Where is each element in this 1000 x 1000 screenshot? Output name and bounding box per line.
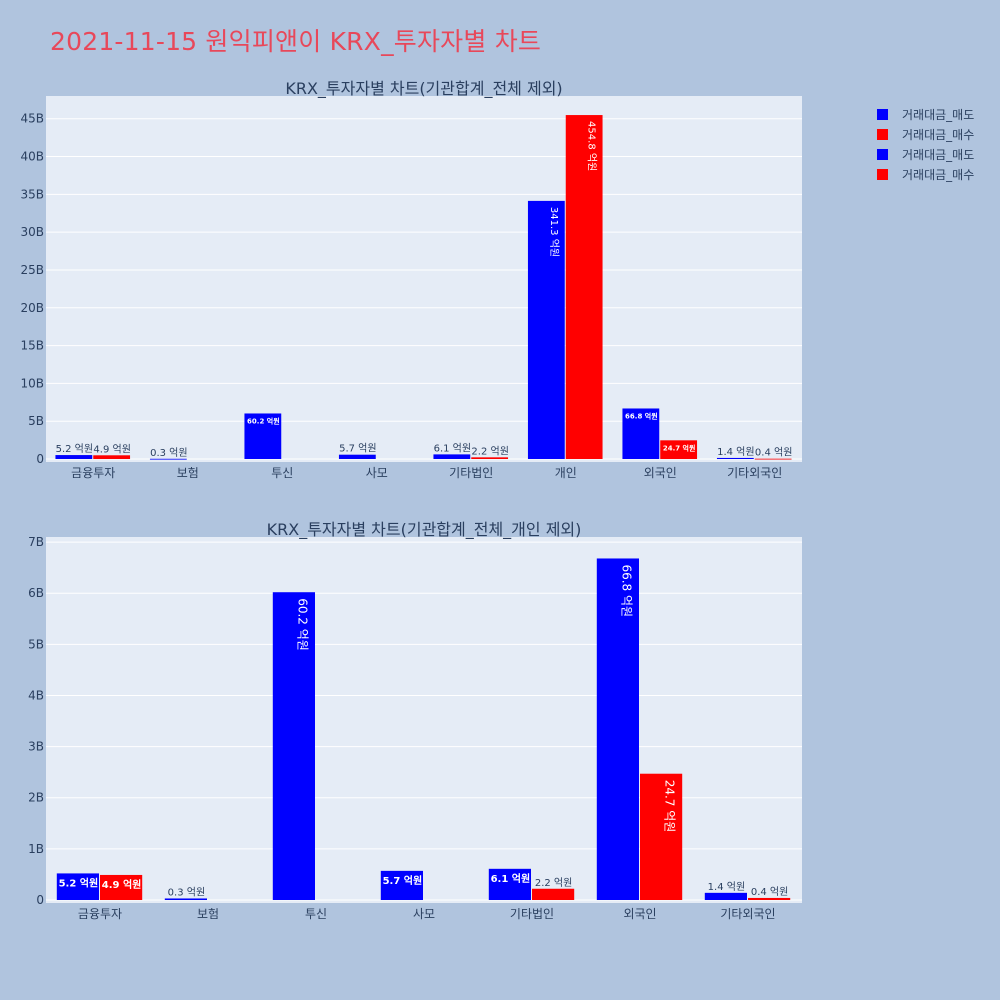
bar-value-label: 60.2 억원 [295, 598, 309, 651]
x-tick-label: 개인 [555, 466, 577, 480]
bar [380, 870, 423, 900]
bar [272, 592, 315, 900]
bar-value-label: 2.2 억원 [535, 877, 572, 889]
bar [532, 888, 575, 900]
y-tick-label: 5B [28, 414, 44, 428]
legend-swatch[interactable] [877, 129, 888, 140]
y-tick-label: 35B [20, 187, 44, 201]
bar [640, 773, 683, 900]
bar-value-label: 6.1 억원 [434, 442, 471, 454]
bar [748, 897, 791, 900]
y-tick-label: 5B [28, 637, 44, 651]
chart-2: 0 1B 2B 3B 4B 5B 6B 7B KRX_투자자별 차트(기관합계_전체_개인 제외… [28, 520, 802, 921]
chart-title: KRX_투자자별 차트(기관합계_전체 제외) [285, 79, 562, 99]
bar [244, 413, 282, 459]
bar [704, 892, 747, 900]
bar-value-label: 60.2 억원 [247, 416, 280, 425]
x-tick-label: 사모 [366, 466, 388, 480]
bar [527, 200, 565, 459]
bar [596, 558, 639, 900]
chart-title: KRX_투자자별 차트(기관합계_전체_개인 제외) [267, 520, 582, 540]
legend-swatch[interactable] [877, 149, 888, 160]
legend-swatch[interactable] [877, 109, 888, 120]
bar [471, 457, 509, 459]
y-tick-label: 4B [28, 688, 44, 702]
y-tick-label: 25B [20, 263, 44, 277]
x-tick-label: 투신 [271, 466, 293, 480]
legend-item-label[interactable]: 거래대금_매도 [902, 108, 974, 122]
y-tick-label: 0 [36, 452, 44, 466]
plot-area [46, 96, 802, 462]
y-tick-label: 1B [28, 842, 44, 856]
x-tick-label: 기타법인 [449, 466, 493, 480]
x-tick-label: 보험 [177, 466, 199, 480]
bar [565, 115, 603, 460]
x-tick-label: 기타법인 [510, 907, 554, 921]
bar [622, 408, 660, 459]
x-tick-label: 투신 [305, 907, 327, 921]
page-title: 2021-11-15 원익피앤이 KRX_투자자별 차트 [50, 27, 542, 56]
y-tick-label: 0 [36, 893, 44, 907]
bar-value-label: 24.7 억원 [663, 443, 696, 452]
bar-value-label: 1.4 억원 [708, 881, 745, 893]
bar [433, 454, 471, 459]
bar-value-label: 1.4 억원 [717, 446, 754, 458]
x-tick-label: 금융투자 [71, 466, 115, 480]
bar [488, 868, 531, 900]
bar-value-label: 24.7 억원 [663, 780, 677, 833]
bar [56, 873, 99, 900]
bar [55, 455, 93, 459]
y-tick-label: 15B [20, 339, 44, 353]
y-tick-label: 45B [20, 112, 44, 126]
x-tick-label: 금융투자 [78, 907, 122, 921]
legend-item-label[interactable]: 거래대금_매수 [902, 128, 974, 142]
x-tick-label: 보험 [197, 907, 219, 921]
bar [716, 457, 754, 459]
bar-value-label: 454.8 억원 [586, 121, 598, 171]
y-tick-label: 7B [28, 535, 44, 549]
x-tick-label: 외국인 [623, 907, 656, 921]
bar-value-label: 5.2 억원 [59, 876, 99, 889]
bar-value-label: 4.9 억원 [93, 443, 130, 455]
x-tick-label: 외국인 [644, 466, 677, 480]
y-tick-label: 10B [20, 376, 44, 390]
bar [100, 874, 143, 900]
x-tick-label: 기타외국인 [727, 466, 782, 480]
bar-value-label: 0.3 억원 [168, 886, 205, 898]
bar-value-label: 66.8 억원 [625, 411, 658, 420]
y-tick-label: 2B [28, 791, 44, 805]
bar-value-label: 5.7 억원 [383, 874, 423, 887]
legend-item-label[interactable]: 거래대금_매수 [902, 168, 974, 182]
bar-value-label: 0.4 억원 [751, 886, 788, 898]
y-tick-label: 40B [20, 150, 44, 164]
y-tick-label: 3B [28, 740, 44, 754]
bar-value-label: 0.3 억원 [150, 447, 187, 459]
y-tick-label: 6B [28, 586, 44, 600]
bar-value-label: 341.3 억원 [548, 207, 560, 257]
bar-value-label: 66.8 억원 [619, 564, 633, 617]
legend-swatch[interactable] [877, 169, 888, 180]
bar-value-label: 5.2 억원 [56, 443, 93, 455]
x-tick-label: 기타외국인 [720, 907, 775, 921]
bar-value-label: 2.2 억원 [471, 445, 508, 457]
x-tick-label: 사모 [413, 907, 435, 921]
bar [164, 898, 207, 900]
bar-value-label: 5.7 억원 [339, 443, 376, 455]
bar [660, 440, 698, 459]
bar [338, 454, 376, 459]
plot-area [46, 537, 802, 903]
bar-value-label: 6.1 억원 [491, 872, 531, 885]
y-tick-label: 20B [20, 301, 44, 315]
bar [93, 455, 131, 459]
bar-value-label: 0.4 억원 [755, 447, 792, 459]
bar [754, 458, 792, 460]
legend-item-label[interactable]: 거래대금_매도 [902, 148, 974, 162]
bar-value-label: 4.9 억원 [102, 878, 142, 891]
y-tick-label: 30B [20, 225, 44, 239]
bar [149, 458, 187, 460]
chart-1: 0 5B 10B 15B 20B 25B 30B 35B 40B 45B KRX_투자자별 차트(기… [20, 79, 802, 480]
